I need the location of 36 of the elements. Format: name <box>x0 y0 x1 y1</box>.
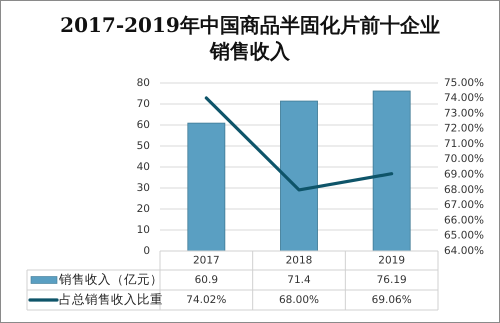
data-label: 68.00% <box>278 294 320 306</box>
y2-tick-label: 68.00% <box>444 184 484 196</box>
y-tick-label: 80 <box>136 76 150 89</box>
y-tick-label: 40 <box>136 160 150 173</box>
legend-label: 占总销售收入比重 <box>59 291 163 306</box>
y-tick-label: 10 <box>136 224 150 236</box>
chart-title: 2017-2019年中国商品半固化片前十企业销售收入 <box>59 12 441 64</box>
y-tick-label: 60 <box>136 118 150 131</box>
data-label: 74.02% <box>186 294 226 306</box>
y2-tick-label: 69.00% <box>444 168 484 181</box>
y-tick-label: 70 <box>136 98 150 110</box>
x-tick-label: 2017 <box>192 254 220 266</box>
y2-tick-label: 67.00% <box>444 199 484 212</box>
data-label: 69.06% <box>372 294 412 306</box>
x-tick-label: 2018 <box>286 254 312 266</box>
data-label: 71.4 <box>287 274 312 286</box>
y2-tick-label: 75.00% <box>444 76 484 89</box>
y2-tick-label: 74.00% <box>444 92 484 104</box>
bar <box>187 122 226 252</box>
y2-tick-label: 65.00% <box>444 230 484 242</box>
y-tick-label: 50 <box>136 140 150 152</box>
y-tick-label: 0 <box>143 244 150 257</box>
bar <box>372 90 411 252</box>
y2-tick-label: 64.00% <box>444 244 484 257</box>
data-label: 76.19 <box>376 274 407 286</box>
x-tick-label: 2019 <box>378 254 406 266</box>
y-tick-label: 30 <box>136 182 150 194</box>
y2-tick-label: 70.00% <box>444 153 484 166</box>
legend-label: 销售收入（亿元） <box>58 271 163 286</box>
y-tick-label: 20 <box>136 202 150 215</box>
y2-tick-label: 72.00% <box>444 122 484 135</box>
bar <box>280 100 318 252</box>
data-label: 60.9 <box>194 274 218 286</box>
y2-tick-label: 73.00% <box>444 107 484 120</box>
y2-tick-label: 66.00% <box>444 214 484 226</box>
y2-tick-label: 71.00% <box>444 138 484 150</box>
